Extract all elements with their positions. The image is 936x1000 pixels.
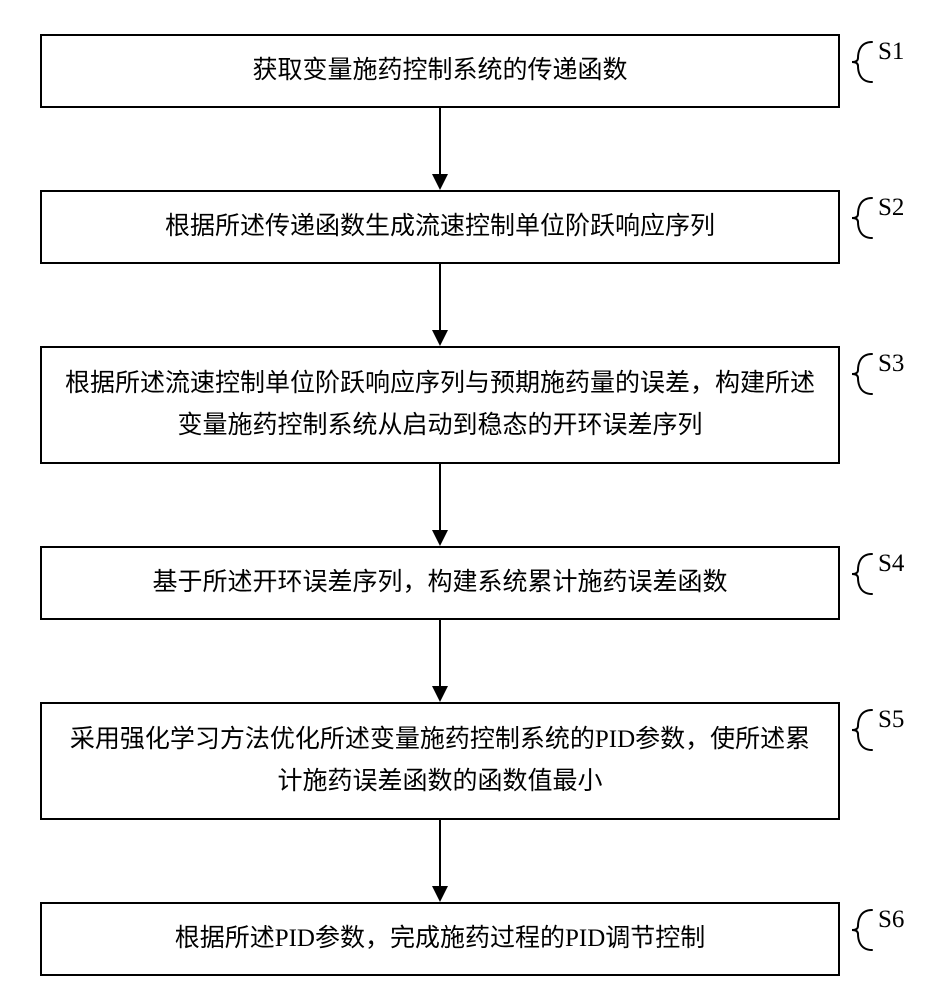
step-annotation-s4: S4 bbox=[850, 546, 904, 620]
step-row-s6: 根据所述PID参数，完成施药过程的PID调节控制 S6 bbox=[40, 902, 916, 976]
arrow-down-icon bbox=[0, 620, 936, 702]
step-box-s4: 基于所述开环误差序列，构建系统累计施药误差函数 bbox=[40, 546, 840, 620]
brace-icon bbox=[850, 196, 874, 240]
arrow-down-icon bbox=[0, 108, 936, 190]
arrow-down-icon bbox=[0, 820, 936, 902]
brace-icon bbox=[850, 908, 874, 952]
step-box-s2: 根据所述传递函数生成流速控制单位阶跃响应序列 bbox=[40, 190, 840, 264]
step-row-s3: 根据所述流速控制单位阶跃响应序列与预期施药量的误差，构建所述变量施药控制系统从启… bbox=[40, 346, 916, 464]
step-row-s1: 获取变量施药控制系统的传递函数 S1 bbox=[40, 34, 916, 108]
step-box-s1: 获取变量施药控制系统的传递函数 bbox=[40, 34, 840, 108]
brace-icon bbox=[850, 552, 874, 596]
step-label-s2: S2 bbox=[878, 194, 904, 222]
step-text-s5: 采用强化学习方法优化所述变量施药控制系统的PID参数，使所述累计施药误差函数的函… bbox=[62, 719, 818, 804]
arrow-down-icon bbox=[0, 464, 936, 546]
step-label-s4: S4 bbox=[878, 550, 904, 578]
step-label-s6: S6 bbox=[878, 906, 904, 934]
brace-icon bbox=[850, 40, 874, 84]
step-annotation-s6: S6 bbox=[850, 902, 904, 976]
step-text-s1: 获取变量施药控制系统的传递函数 bbox=[252, 50, 627, 93]
step-label-s3: S3 bbox=[878, 350, 904, 378]
brace-icon bbox=[850, 352, 874, 396]
brace-icon bbox=[850, 708, 874, 752]
step-text-s6: 根据所述PID参数，完成施药过程的PID调节控制 bbox=[175, 918, 706, 961]
step-row-s5: 采用强化学习方法优化所述变量施药控制系统的PID参数，使所述累计施药误差函数的函… bbox=[40, 702, 916, 820]
step-text-s3: 根据所述流速控制单位阶跃响应序列与预期施药量的误差，构建所述变量施药控制系统从启… bbox=[62, 363, 818, 448]
step-annotation-s5: S5 bbox=[850, 702, 904, 820]
step-text-s4: 基于所述开环误差序列，构建系统累计施药误差函数 bbox=[152, 562, 727, 605]
step-text-s2: 根据所述传递函数生成流速控制单位阶跃响应序列 bbox=[165, 206, 715, 249]
step-label-s5: S5 bbox=[878, 706, 904, 734]
step-label-s1: S1 bbox=[878, 38, 904, 66]
step-row-s4: 基于所述开环误差序列，构建系统累计施药误差函数 S4 bbox=[40, 546, 916, 620]
step-annotation-s1: S1 bbox=[850, 34, 904, 108]
step-box-s6: 根据所述PID参数，完成施药过程的PID调节控制 bbox=[40, 902, 840, 976]
step-box-s5: 采用强化学习方法优化所述变量施药控制系统的PID参数，使所述累计施药误差函数的函… bbox=[40, 702, 840, 820]
arrow-down-icon bbox=[0, 264, 936, 346]
step-annotation-s2: S2 bbox=[850, 190, 904, 264]
step-row-s2: 根据所述传递函数生成流速控制单位阶跃响应序列 S2 bbox=[40, 190, 916, 264]
step-annotation-s3: S3 bbox=[850, 346, 904, 464]
step-box-s3: 根据所述流速控制单位阶跃响应序列与预期施药量的误差，构建所述变量施药控制系统从启… bbox=[40, 346, 840, 464]
